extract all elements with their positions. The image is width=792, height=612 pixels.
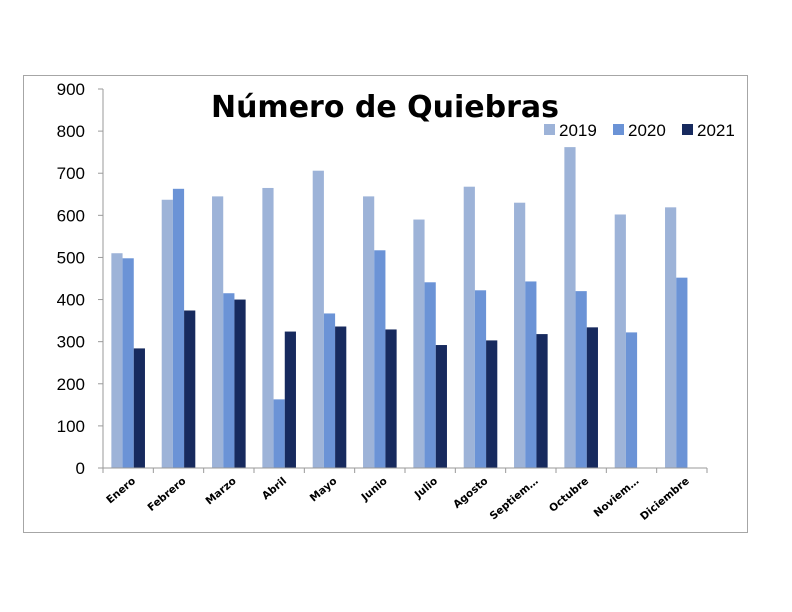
legend-swatch-2020 xyxy=(613,124,624,135)
x-tick-label: Octubre xyxy=(547,475,591,515)
y-tick-label: 300 xyxy=(57,333,85,352)
bar-2021-Octubre xyxy=(586,327,598,468)
bar-2019-Julio xyxy=(413,219,425,468)
y-tick-label: 800 xyxy=(57,122,85,141)
bar-2021-Septiem… xyxy=(536,334,548,468)
bar-2019-Marzo xyxy=(212,196,224,468)
bar-2019-Mayo xyxy=(312,170,324,468)
bar-2021-Julio xyxy=(435,345,447,468)
y-tick-label: 500 xyxy=(57,248,85,267)
x-ticks: Enero Febrero Marzo Abril Mayo Junio Julio Agos… xyxy=(102,468,708,523)
legend-label-2020: 2020 xyxy=(628,121,666,140)
x-tick-label: Septiem… xyxy=(488,475,541,522)
bar-2019-Enero xyxy=(111,253,123,468)
legend-label-2021: 2021 xyxy=(697,121,735,140)
bar-2020-Marzo xyxy=(223,293,235,468)
y-tick-label: 200 xyxy=(57,375,85,394)
bar-2021-Febrero xyxy=(184,310,196,468)
legend-label-2019: 2019 xyxy=(559,121,597,140)
legend: 2019 2020 2021 xyxy=(544,121,735,140)
x-tick-label: Febrero xyxy=(145,475,188,514)
x-tick-label: Diciembre xyxy=(638,475,692,523)
x-tick-label: Agosto xyxy=(451,475,490,511)
bar-2020-Enero xyxy=(122,258,134,468)
chart-title: Número de Quiebras xyxy=(211,90,559,125)
y-tick-label: 900 xyxy=(57,80,85,99)
y-ticks: 0 100 200 300 400 500 600 700 800 900 xyxy=(57,80,103,478)
bar-2019-Abril xyxy=(262,187,274,468)
bar-2020-Octubre xyxy=(575,291,587,468)
bar-2020-Junio xyxy=(374,250,386,468)
bar-2020-Julio xyxy=(424,282,436,468)
y-tick-label: 100 xyxy=(57,417,85,436)
x-tick-label: Noviem… xyxy=(592,475,642,520)
y-tick-label: 0 xyxy=(76,459,85,478)
bar-2020-Noviem… xyxy=(625,332,638,468)
bar-2021-Mayo xyxy=(335,326,347,468)
x-tick-label: Enero xyxy=(104,475,138,506)
bar-2021-Agosto xyxy=(486,340,498,468)
bar-2019-Octubre xyxy=(564,147,576,468)
bar-2020-Agosto xyxy=(474,290,487,468)
legend-swatch-2019 xyxy=(544,124,555,135)
chart-frame xyxy=(23,75,748,533)
bar-2019-Junio xyxy=(363,196,375,468)
bar-2020-Abril xyxy=(273,399,285,468)
x-tick-label: Junio xyxy=(359,475,390,504)
bar-2019-Diciembre xyxy=(665,207,677,469)
x-tick-label: Mayo xyxy=(308,475,340,504)
bars-layer xyxy=(111,147,688,469)
bar-2019-Agosto xyxy=(463,186,475,468)
bar-2021-Junio xyxy=(385,329,397,468)
bar-2021-Marzo xyxy=(234,299,246,468)
x-tick-label: Abril xyxy=(260,475,289,502)
x-tick-label: Julio xyxy=(412,475,440,501)
y-tick-label: 600 xyxy=(57,206,85,225)
legend-swatch-2021 xyxy=(682,124,693,135)
y-tick-label: 400 xyxy=(57,291,85,310)
bar-2019-Noviem… xyxy=(614,214,626,468)
bar-2019-Septiem… xyxy=(514,202,526,468)
x-tick-label: Marzo xyxy=(203,475,238,507)
bar-2020-Febrero xyxy=(172,188,185,468)
y-tick-label: 700 xyxy=(57,164,85,183)
bar-2020-Diciembre xyxy=(676,277,688,468)
bar-2020-Septiem… xyxy=(525,281,537,468)
bar-2019-Febrero xyxy=(161,199,173,468)
bar-2021-Enero xyxy=(133,348,145,468)
bar-2020-Mayo xyxy=(323,313,336,468)
bar-2021-Abril xyxy=(284,331,296,468)
